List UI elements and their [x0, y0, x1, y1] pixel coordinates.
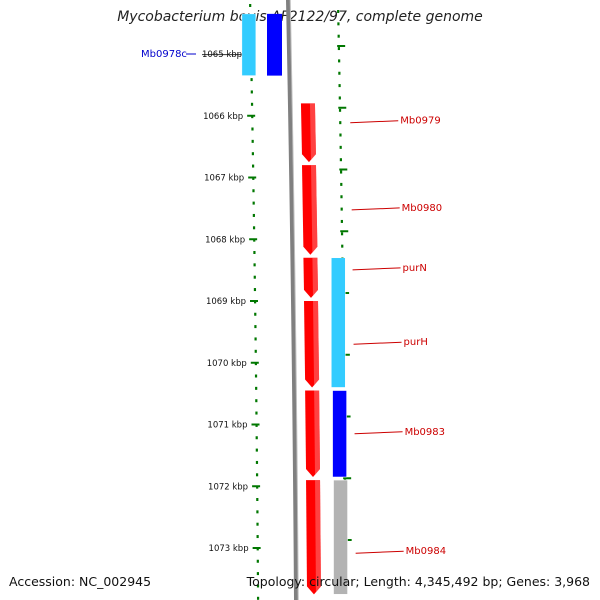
inner-dot-tick	[254, 374, 258, 378]
kbp-tick-label: 1071 kbp	[207, 421, 247, 431]
outer-dot-tick	[338, 108, 342, 112]
gene-label-mb0978c[interactable]: Mb0978c	[141, 49, 187, 60]
outer-dot-tick	[337, 10, 340, 13]
inner-dot-tick	[252, 226, 256, 230]
inner-dot-tick	[250, 90, 253, 94]
outer-dot-tick	[337, 34, 340, 38]
gene-label-mb0980[interactable]: Mb0980	[402, 203, 442, 214]
inner-dot-tick	[254, 325, 257, 329]
gene-label-mb0979[interactable]: Mb0979	[400, 116, 440, 127]
outer-dot-tick	[340, 195, 343, 199]
inner-dot-tick	[253, 275, 256, 279]
gene-label-mb0984[interactable]: Mb0984	[406, 546, 446, 557]
outer-dot-tick	[340, 182, 343, 186]
kbp-tick-label: 1070 kbp	[207, 359, 247, 369]
genome-summary-text: Topology: circular; Length: 4,345,492 bp…	[246, 574, 590, 589]
inner-dot-tick	[255, 436, 258, 440]
inner-dot-tick	[255, 399, 258, 403]
inner-dot-tick	[254, 312, 257, 316]
inner-dot-tick	[256, 596, 260, 600]
outer-dot-tick	[337, 47, 341, 51]
outer-dot-tick	[340, 219, 343, 223]
backbone-highlight	[289, 0, 299, 600]
outer-dot-tick	[339, 145, 342, 149]
inner-dot-tick	[256, 510, 259, 514]
gene-label-purn[interactable]: purN	[403, 263, 427, 274]
map-title: Mycobacterium bovis AF2122/97, complete …	[117, 9, 483, 25]
backbone-line	[285, 0, 299, 600]
kbp-tick-label: 1069 kbp	[206, 297, 246, 307]
gene-label-leader	[350, 120, 399, 124]
ruler-ticks: 1065 kbp 1066 kbp 1067 kbp 1068 kbp 1069 kbp…	[202, 4, 352, 600]
outer-dot-tick	[339, 133, 342, 137]
inner-dot-tick	[250, 78, 253, 82]
gene-label-leader	[354, 431, 403, 435]
gene-labels[interactable]: Mb0978c Mb0979 Mb0980 purN purH Mb0983 Mb0984	[141, 49, 446, 557]
outer-dot-tick	[337, 22, 340, 26]
inner-dot-tick	[256, 535, 259, 539]
outer-dot-tick	[338, 71, 341, 75]
reverse-gene-block[interactable]	[332, 390, 347, 478]
reverse-gene-block[interactable]	[333, 479, 348, 595]
outer-dot-tick	[338, 96, 341, 100]
outer-dot-tick	[339, 170, 343, 174]
outer-dot-tick	[339, 121, 342, 125]
kbp-tick-label: 1072 kbp	[208, 482, 248, 492]
gene-features[interactable]	[241, 13, 348, 595]
outer-dot-tick	[340, 232, 344, 236]
kbp-tick-label: 1068 kbp	[205, 235, 245, 245]
gene-arrow-shade	[314, 390, 321, 475]
inner-dot-tick	[252, 201, 255, 205]
kbp-tick-label: 1073 kbp	[209, 544, 249, 554]
gene-arrow-shade	[315, 480, 321, 593]
reverse-gene-block[interactable]	[241, 13, 257, 76]
inner-dot-tick	[249, 4, 252, 7]
inner-dot-tick	[255, 473, 259, 477]
reverse-gene-block[interactable]	[331, 257, 346, 388]
gene-arrow-shade	[309, 103, 316, 161]
inner-dot-tick	[251, 164, 255, 168]
inner-dot-tick	[254, 337, 257, 341]
inner-dot-tick	[252, 213, 255, 217]
outer-dot-tick	[340, 207, 343, 211]
outer-dot-tick	[339, 158, 342, 162]
inner-dot-tick	[256, 522, 259, 526]
gene-label-leader	[352, 267, 401, 271]
inner-dot-tick	[256, 559, 259, 563]
gene-label-leader	[355, 550, 404, 554]
accession-text: Accession: NC_002945	[9, 574, 152, 589]
kbp-tick-label: 1067 kbp	[204, 174, 244, 184]
outer-dot-tick	[338, 84, 341, 88]
inner-dot-tick	[254, 349, 257, 353]
inner-dot-tick	[256, 584, 260, 588]
kbp-tick-label: 1066 kbp	[203, 112, 243, 122]
gene-label-purh[interactable]: purH	[404, 337, 428, 348]
inner-dot-tick	[255, 448, 258, 452]
inner-dot-tick	[253, 251, 256, 254]
inner-dot-tick	[253, 263, 256, 267]
inner-dot-tick	[255, 386, 258, 390]
inner-dot-tick	[255, 411, 258, 415]
gene-label-mb0983[interactable]: Mb0983	[405, 427, 445, 438]
inner-dot-tick	[251, 139, 254, 143]
gene-label-leader	[351, 207, 400, 211]
inner-dot-tick	[253, 288, 257, 292]
inner-dot-tick	[256, 498, 259, 501]
inner-dot-tick	[250, 102, 254, 106]
outer-dot-tick	[338, 59, 341, 63]
inner-dot-tick	[251, 152, 254, 156]
gene-arrow-shade	[310, 165, 318, 253]
gene-arrow-shade	[313, 301, 320, 386]
kbp-tick-label: 1065 kbp	[202, 50, 242, 60]
gene-arrow-shade	[312, 257, 318, 296]
gene-label-leader	[353, 341, 402, 345]
inner-dot-tick	[252, 189, 255, 193]
reverse-gene-block[interactable]	[267, 13, 282, 76]
inner-dot-tick	[251, 127, 254, 131]
outer-dot-tick	[341, 244, 344, 248]
inner-dot-tick	[256, 572, 260, 576]
inner-dot-tick	[255, 460, 259, 464]
backbone-arc	[285, 0, 299, 600]
